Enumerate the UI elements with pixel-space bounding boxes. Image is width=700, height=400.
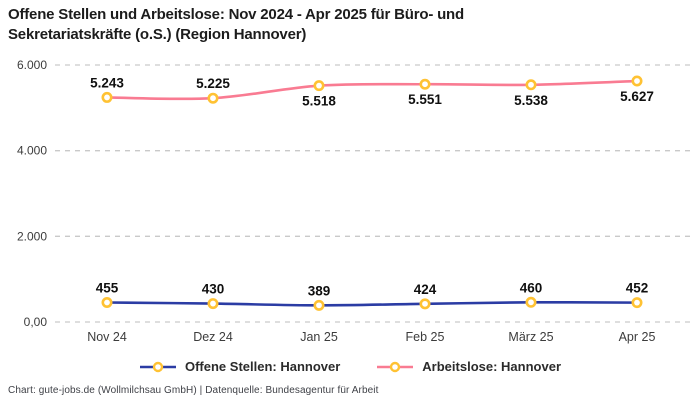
data-point-label: 430 [202, 282, 225, 297]
x-axis-tick: Dez 24 [193, 330, 233, 344]
data-point-label: 5.518 [302, 94, 336, 109]
data-point-marker [101, 91, 113, 103]
data-point-label: 5.627 [620, 89, 654, 104]
data-point-marker [525, 79, 537, 91]
data-point-marker [631, 75, 643, 87]
x-axis-tick: Jan 25 [300, 330, 338, 344]
legend: Offene Stellen: Hannover Arbeitslose: Ha… [0, 359, 700, 374]
data-point-marker [313, 80, 325, 92]
x-axis-tick: Feb 25 [406, 330, 445, 344]
attribution-footer: Chart: gute-jobs.de (Wollmilchsau GmbH) … [8, 385, 379, 396]
data-point-marker [631, 297, 643, 309]
legend-label-offene-stellen: Offene Stellen: Hannover [184, 359, 341, 374]
line-marker-swatch-icon [377, 361, 414, 372]
x-axis-tick: Nov 24 [87, 330, 127, 344]
data-point-label: 389 [308, 283, 331, 298]
y-axis-tick: 6.000 [17, 58, 47, 72]
legend-item-offene-stellen[interactable]: Offene Stellen: Hannover [139, 359, 340, 374]
data-point-marker [101, 297, 113, 309]
chart-title: Offene Stellen und Arbeitslose: Nov 2024… [8, 6, 464, 43]
line-marker-swatch-icon [139, 361, 176, 372]
y-axis-tick: 0,00 [24, 315, 48, 329]
legend-item-arbeitslose[interactable]: Arbeitslose: Hannover [376, 359, 561, 374]
data-point-marker [419, 298, 431, 310]
data-point-marker [207, 92, 219, 104]
data-point-label: 460 [520, 280, 543, 295]
y-axis-tick: 2.000 [17, 229, 47, 243]
data-point-marker [207, 298, 219, 310]
data-point-label: 5.538 [514, 93, 548, 108]
data-point-label: 455 [96, 281, 119, 296]
data-point-label: 5.551 [408, 92, 442, 107]
y-axis-tick: 4.000 [17, 144, 47, 158]
plot-area: 0,00 2.000 4.000 6.000 Nov 24 Dez 24 Jan 25 Feb… [17, 58, 690, 344]
x-axis-tick: März 25 [508, 330, 553, 344]
series-line [105, 79, 639, 101]
data-point-marker [419, 78, 431, 90]
series-line [105, 300, 639, 307]
data-point-marker [525, 296, 537, 308]
data-point-label: 452 [626, 281, 649, 296]
x-axis-tick: Apr 25 [619, 330, 656, 344]
data-point-label: 5.225 [196, 76, 230, 91]
legend-label-arbeitslose: Arbeitslose: Hannover [422, 359, 561, 374]
data-point-label: 424 [414, 282, 437, 297]
data-point-marker [313, 299, 325, 311]
data-point-label: 5.243 [90, 75, 124, 90]
